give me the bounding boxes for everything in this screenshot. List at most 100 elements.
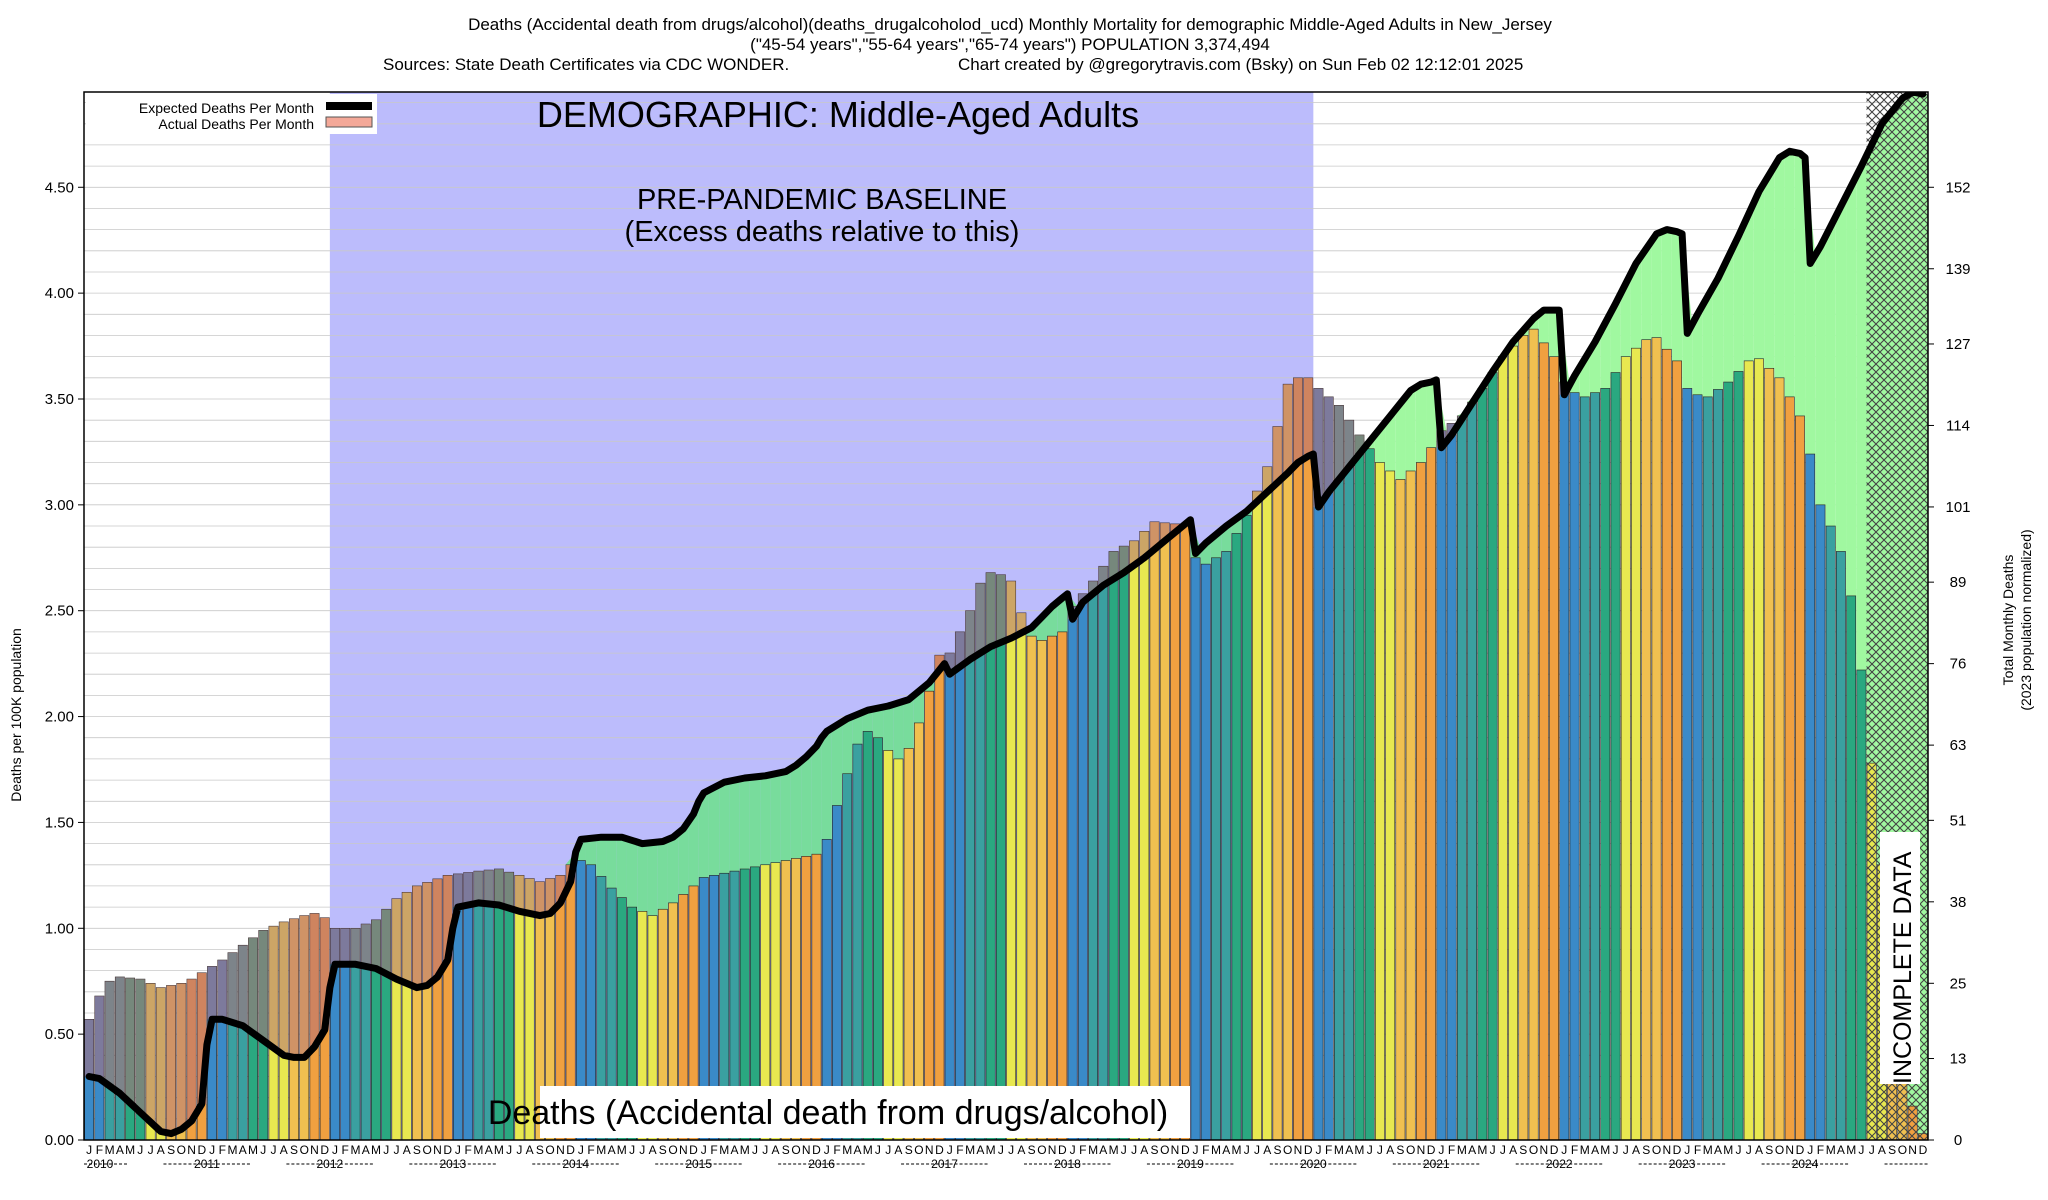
x-month-label: N [1294,1143,1303,1157]
x-month-label: D [1550,1143,1559,1157]
demographic-label: DEMOGRAPHIC: Middle-Aged Adults [537,94,1139,135]
bar [1159,522,1170,1140]
excess-fill-segment [1723,246,1734,383]
excess-fill-segment [872,707,884,738]
x-month-label: N [925,1143,934,1157]
x-month-label: J [1613,1143,1619,1157]
bar [1375,462,1385,1140]
bar [1692,394,1703,1140]
excess-fill-segment [1630,256,1642,349]
bar [1241,515,1252,1140]
x-month-label: A [649,1143,657,1157]
bar-overlay [1252,491,1262,502]
y-tick-left-label: 3.50 [45,391,74,408]
bar-overlay [1262,466,1272,493]
excess-fill-segment [585,837,597,865]
x-month-label: J [947,1143,953,1157]
x-month-label: A [116,1143,124,1157]
y-axis-left-label: Deaths per 100K population [8,628,24,802]
excess-fill-segment [596,837,607,877]
legend-actual-swatch [325,116,373,128]
bar-overlay [1334,405,1344,480]
x-month-label: A [1099,1143,1107,1157]
x-month-label: A [1017,1143,1025,1157]
bar-overlay [494,869,504,905]
x-month-label: J [1254,1143,1260,1157]
excess-fill-segment [893,701,904,759]
x-month-label: S [1028,1143,1036,1157]
y-tick-right-label: 38 [1950,894,1967,911]
excess-fill-segment [606,837,617,889]
x-month-label: O [1406,1143,1415,1157]
bar [832,805,842,1140]
x-year-label: 2013 [439,1157,466,1171]
x-month-label: J [1377,1143,1383,1157]
bar-overlay [402,892,412,984]
bar-overlay [1283,384,1293,474]
x-month-label: J [137,1143,143,1157]
bar-overlay [268,926,279,1048]
y-tick-right-label: 127 [1945,336,1970,353]
excess-fill-segment [770,772,781,863]
x-month-label: A [157,1143,165,1157]
bar [1139,531,1150,1140]
bar-overlay [227,952,238,1023]
bar-overlay [289,918,299,1058]
bar-overlay [279,921,289,1056]
bar [1713,389,1723,1140]
x-month-label: A [403,1143,411,1157]
bar-overlay [145,983,156,1122]
bar [1118,545,1129,1140]
bar [1344,419,1355,1140]
excess-fill-segment [1651,231,1662,338]
bar-overlay [545,878,555,914]
x-month-label: M [473,1143,483,1157]
x-year-label: 2022 [1546,1157,1573,1171]
bar [463,872,474,1140]
x-year-label: 2021 [1423,1157,1450,1171]
excess-fill-segment [678,821,689,895]
x-month-label: A [608,1143,616,1157]
bar [944,652,955,1140]
bar [1538,342,1549,1140]
chart-credit: Chart created by @gregorytravis.com (Bsk… [958,55,1523,74]
x-month-label: A [853,1143,861,1157]
x-month-label: J [1561,1143,1567,1157]
bar-overlay [258,930,268,1041]
x-month-label: J [885,1143,891,1157]
y-tick-right-label: 101 [1945,499,1970,516]
x-month-label: J [1807,1143,1813,1157]
incomplete-label-box [1880,832,1920,1084]
bar [1395,479,1406,1140]
bar-overlay [1324,396,1334,493]
bar [862,731,873,1140]
x-month-label: M [1600,1143,1610,1157]
bar [1672,360,1682,1140]
bar-overlay [1108,551,1119,579]
x-month-label: A [1263,1143,1271,1157]
x-month-label: D [1919,1143,1928,1157]
y-tick-right-label: 25 [1950,975,1967,992]
x-month-label: J [1008,1143,1014,1157]
x-month-label: N [187,1143,196,1157]
excess-fill-segment [842,716,853,774]
x-month-label: D [1427,1143,1436,1157]
x-month-label: O [300,1143,309,1157]
x-month-label: N [1048,1143,1057,1157]
bar [1487,372,1498,1140]
baseline-label: PRE-PANDEMIC BASELINE [637,184,1007,216]
x-month-label: J [1367,1143,1373,1157]
bar [1764,367,1775,1140]
x-month-label: F [1079,1143,1086,1157]
excess-fill-segment [708,784,720,876]
bar [821,839,832,1140]
baseline-sublabel: (Excess deaths relative to this) [625,216,1020,248]
x-month-label: J [1684,1143,1690,1157]
x-month-label: J [516,1143,522,1157]
x-month-label: A [894,1143,902,1157]
x-month-label: S [167,1143,175,1157]
bottom-label-box [540,1086,1190,1138]
excess-fill-segment [657,839,668,910]
bar [1590,392,1600,1140]
bar [1702,396,1713,1140]
